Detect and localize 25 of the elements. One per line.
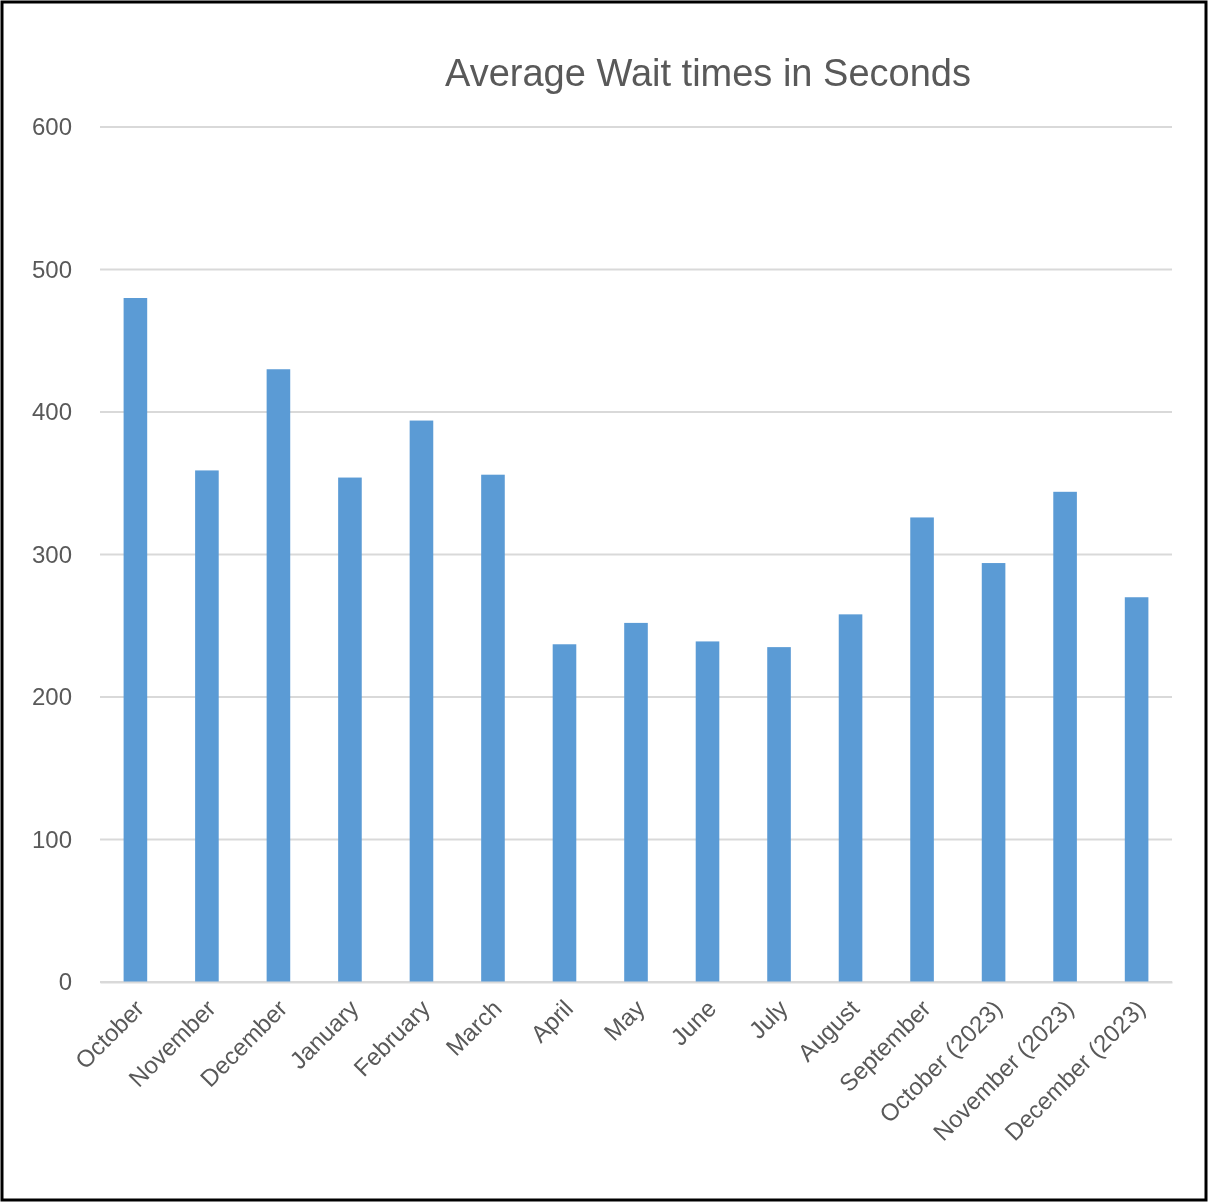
bar <box>767 647 791 982</box>
x-tick-label: July <box>743 994 793 1044</box>
bar <box>981 563 1006 982</box>
y-tick-label: 500 <box>31 255 72 283</box>
bar <box>266 369 291 982</box>
bar <box>552 644 577 982</box>
y-tick-label: 200 <box>31 683 72 711</box>
y-tick-label: 0 <box>58 968 72 996</box>
y-tick-label: 600 <box>31 113 72 141</box>
bar <box>910 517 934 982</box>
chart-title: Average Wait times in Seconds <box>445 52 971 94</box>
bar <box>1124 597 1149 982</box>
bar <box>624 622 648 982</box>
y-tick-label: 400 <box>31 398 72 426</box>
bar <box>195 470 219 982</box>
x-tick-label: May <box>598 994 650 1046</box>
bar <box>123 298 148 982</box>
bar <box>338 477 362 982</box>
bar <box>695 641 720 982</box>
bar <box>481 474 505 982</box>
y-tick-label: 100 <box>31 825 72 853</box>
bar <box>1053 491 1077 982</box>
bar <box>838 614 863 982</box>
bar <box>409 420 434 982</box>
y-tick-label: 300 <box>31 540 72 568</box>
